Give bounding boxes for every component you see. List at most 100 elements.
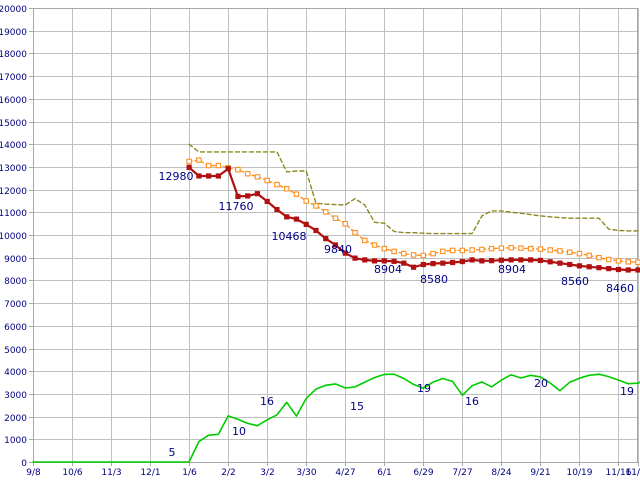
series-marker-mid-estimate bbox=[303, 198, 309, 204]
x-axis-label: 11/22 bbox=[626, 468, 640, 478]
price-value-label: 8580 bbox=[420, 273, 448, 286]
series-marker-primary-price bbox=[498, 257, 504, 263]
x-axis-label: 6/1 bbox=[377, 468, 391, 478]
series-marker-primary-price bbox=[284, 214, 290, 220]
y-axis-label: 7000 bbox=[4, 300, 27, 310]
series-marker-mid-estimate bbox=[596, 254, 602, 261]
x-axis-label: 11/3 bbox=[101, 468, 121, 478]
y-axis-label: 2000 bbox=[4, 414, 27, 424]
x-axis-label: 3/2 bbox=[260, 468, 274, 478]
volume-value-label: 16 bbox=[465, 395, 479, 408]
series-marker-mid-estimate bbox=[420, 252, 427, 259]
series-marker-primary-price bbox=[410, 264, 417, 270]
series-marker-primary-price bbox=[196, 173, 202, 179]
series-marker-primary-price bbox=[567, 261, 573, 268]
series-marker-primary-price bbox=[303, 221, 309, 227]
series-marker-primary-price bbox=[215, 173, 222, 179]
series-marker-primary-price bbox=[430, 261, 436, 267]
series-marker-mid-estimate bbox=[254, 174, 261, 180]
x-axis-label: 12/1 bbox=[140, 468, 160, 478]
x-axis-label: 1/6 bbox=[182, 468, 197, 478]
series-marker-mid-estimate bbox=[518, 245, 524, 251]
series-marker-primary-price bbox=[635, 267, 640, 273]
series-marker-mid-estimate bbox=[371, 242, 378, 248]
series-marker-mid-estimate bbox=[459, 247, 466, 254]
series-marker-primary-price bbox=[596, 265, 602, 271]
series-marker-mid-estimate bbox=[196, 157, 202, 163]
series-marker-mid-estimate bbox=[401, 250, 407, 257]
price-value-label: 8460 bbox=[606, 282, 634, 295]
series-marker-mid-estimate bbox=[186, 158, 192, 165]
y-axis-label: 15000 bbox=[0, 119, 27, 129]
series-marker-primary-price bbox=[264, 198, 270, 205]
volume-value-label: 16 bbox=[260, 395, 274, 408]
series-marker-mid-estimate bbox=[215, 162, 222, 169]
series-marker-mid-estimate bbox=[264, 177, 270, 184]
series-marker-mid-estimate bbox=[352, 229, 358, 236]
volume-value-label: 15 bbox=[350, 400, 364, 413]
series-marker-primary-price bbox=[391, 258, 397, 264]
y-axis-label: 8000 bbox=[4, 277, 27, 287]
price-value-label: 8904 bbox=[498, 263, 526, 276]
series-marker-mid-estimate bbox=[557, 248, 563, 254]
y-axis-label: 4000 bbox=[4, 368, 27, 378]
volume-value-label: 19 bbox=[620, 385, 634, 398]
series-marker-primary-price bbox=[528, 257, 534, 263]
series-marker-mid-estimate bbox=[625, 259, 631, 265]
series-marker-primary-price bbox=[576, 263, 583, 269]
y-axis-label: 0 bbox=[21, 459, 27, 469]
series-marker-primary-price bbox=[342, 250, 348, 256]
x-axis-label: 4/27 bbox=[335, 468, 355, 478]
y-axis-label: 10000 bbox=[0, 232, 27, 242]
series-marker-primary-price bbox=[274, 206, 280, 213]
x-axis-label: 10/6 bbox=[62, 468, 82, 478]
series-line-upper-estimate bbox=[188, 143, 639, 235]
x-axis-label: 9/21 bbox=[530, 468, 550, 478]
x-axis-label: 9/8 bbox=[26, 468, 41, 478]
series-marker-mid-estimate bbox=[469, 247, 475, 253]
series-marker-primary-price bbox=[420, 261, 426, 268]
series-marker-primary-price bbox=[362, 257, 368, 263]
x-axis-label: 6/29 bbox=[413, 468, 433, 478]
price-value-label: 8904 bbox=[374, 263, 402, 276]
series-marker-primary-price bbox=[537, 257, 544, 264]
series-marker-primary-price bbox=[323, 236, 329, 242]
price-value-label: 9840 bbox=[324, 243, 352, 256]
series-marker-mid-estimate bbox=[362, 237, 368, 244]
series-marker-primary-price bbox=[557, 260, 563, 266]
y-axis-label: 18000 bbox=[0, 50, 27, 60]
series-marker-primary-price bbox=[293, 216, 300, 222]
series-marker-mid-estimate bbox=[479, 246, 485, 253]
series-marker-mid-estimate bbox=[274, 181, 280, 188]
series-marker-mid-estimate bbox=[605, 256, 612, 263]
series-marker-mid-estimate bbox=[537, 246, 544, 252]
x-axis-label: 7/27 bbox=[452, 468, 472, 478]
series-marker-mid-estimate bbox=[283, 185, 290, 192]
series-marker-primary-price bbox=[206, 173, 212, 179]
volume-value-label: 20 bbox=[534, 377, 548, 390]
series-marker-mid-estimate bbox=[410, 252, 417, 258]
x-axis-label: 2/2 bbox=[221, 468, 235, 478]
series-marker-mid-estimate bbox=[576, 250, 583, 257]
series-marker-mid-estimate bbox=[440, 248, 446, 255]
y-axis-label: 20000 bbox=[0, 5, 27, 15]
volume-value-label: 5 bbox=[169, 446, 176, 459]
y-axis-label: 1000 bbox=[4, 436, 27, 446]
y-axis-label: 16000 bbox=[0, 96, 27, 106]
series-marker-mid-estimate bbox=[430, 250, 436, 257]
series-marker-mid-estimate bbox=[322, 209, 329, 215]
series-marker-primary-price bbox=[606, 265, 612, 272]
series-marker-mid-estimate bbox=[381, 245, 388, 252]
series-marker-primary-price bbox=[352, 255, 358, 261]
x-axis-label: 11/16 bbox=[606, 468, 632, 478]
series-marker-primary-price bbox=[479, 258, 485, 264]
volume-value-label: 19 bbox=[417, 382, 431, 395]
x-axis-label: 3/30 bbox=[296, 468, 316, 478]
y-axis-label: 19000 bbox=[0, 28, 27, 38]
series-marker-mid-estimate bbox=[332, 215, 339, 221]
series-marker-mid-estimate bbox=[391, 248, 397, 255]
series-marker-primary-price bbox=[235, 193, 241, 200]
series-marker-primary-price bbox=[371, 258, 378, 264]
series-marker-mid-estimate bbox=[527, 245, 534, 252]
series-marker-mid-estimate bbox=[449, 247, 456, 254]
